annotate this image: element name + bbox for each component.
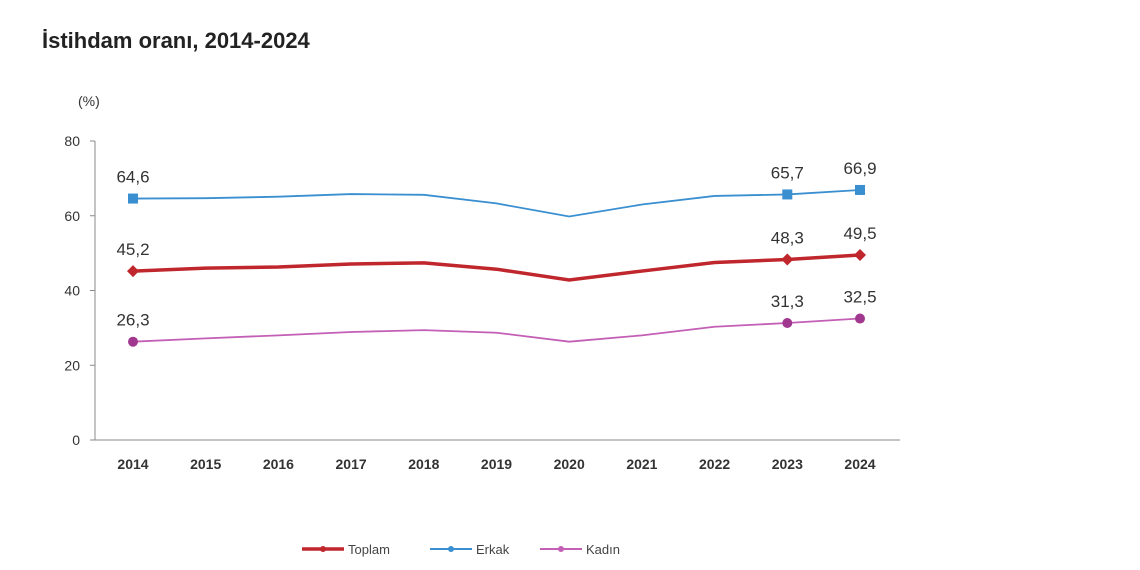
data-point	[854, 248, 866, 261]
legend-marker	[448, 546, 454, 552]
x-tick-label: 2015	[190, 456, 221, 472]
y-tick-label: 80	[64, 133, 80, 149]
data-label: 31,3	[771, 292, 804, 311]
data-label: 64,6	[116, 168, 149, 187]
y-tick-label: 40	[64, 283, 80, 299]
y-tick-label: 60	[64, 208, 80, 224]
data-label: 26,3	[116, 311, 149, 330]
series-line-kadın	[132, 317, 861, 343]
data-point	[128, 336, 138, 347]
y-axis-label: (%)	[78, 93, 100, 109]
x-tick-label: 2022	[699, 456, 730, 472]
data-label: 32,5	[843, 288, 876, 307]
x-tick-label: 2023	[772, 456, 803, 472]
legend-marker	[320, 546, 326, 552]
legend-label-toplam: Toplam	[348, 542, 390, 557]
y-tick-label: 20	[64, 357, 80, 373]
data-point	[855, 313, 865, 324]
data-point	[127, 265, 139, 278]
x-tick-label: 2024	[844, 456, 875, 472]
data-label: 66,9	[843, 159, 876, 178]
x-tick-label: 2018	[408, 456, 439, 472]
chart-title: İstihdam oranı, 2014-2024	[42, 28, 310, 53]
series-line-erkak	[132, 189, 861, 218]
x-tick-label: 2017	[336, 456, 367, 472]
series-line-toplam	[132, 253, 861, 282]
data-point	[782, 189, 793, 200]
legend-label-erkak: Erkak	[476, 542, 510, 557]
data-point	[782, 318, 793, 329]
x-tick-label: 2016	[263, 456, 294, 472]
data-point	[781, 253, 794, 266]
data-label: 48,3	[771, 228, 804, 247]
x-tick-label: 2019	[481, 456, 512, 472]
x-tick-label: 2020	[554, 456, 585, 472]
data-label: 49,5	[843, 224, 876, 243]
y-tick-label: 0	[72, 432, 80, 448]
x-tick-label: 2021	[626, 456, 657, 472]
legend-marker	[558, 546, 564, 552]
data-label: 65,7	[771, 163, 804, 182]
data-label: 45,2	[116, 240, 149, 259]
legend-label-kadın: Kadın	[586, 542, 620, 557]
data-point	[128, 193, 138, 204]
x-tick-label: 2014	[117, 456, 148, 472]
data-point	[855, 184, 865, 195]
